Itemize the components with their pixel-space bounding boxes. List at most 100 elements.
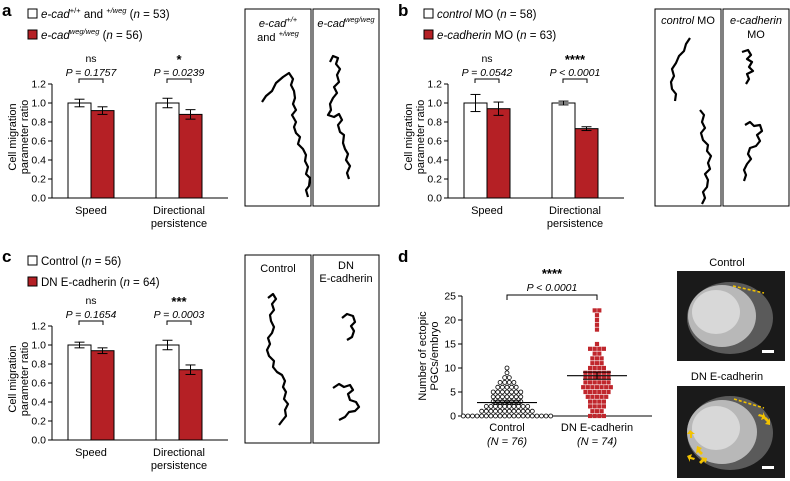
data-point [488,403,494,409]
data-point [601,346,606,351]
data-point [606,370,611,375]
bar-chart-c: 0.0 0.2 0.4 0.6 0.8 1.0 1.2 Cell migration param… [7,294,228,472]
data-point [592,404,597,409]
significance-label: ns [85,295,96,307]
data-point [493,408,498,414]
data-point [597,370,602,375]
panel-label-d: d [398,247,408,266]
data-point [483,408,489,414]
migration-track [669,37,713,205]
legend-entry-b-2: e-cadherin MO (n = 63) [437,30,556,42]
y-tick-label: 15 [444,339,456,351]
data-point [590,409,595,414]
track-title-right-2: MO [747,29,765,41]
data-point [525,403,531,409]
y-tick-label: 10 [444,363,456,375]
data-point [588,365,593,371]
y-axis-label-line1: Number of ectopic [417,311,429,401]
data-point [585,394,590,399]
y-axis-label-line1: Cell migration [7,103,19,170]
data-point [529,408,535,414]
y-tick-label: 0.8 [427,117,442,129]
track-title-left-2: and +/weg [257,29,299,44]
bar [574,128,599,199]
data-point [604,385,609,390]
data-point [608,385,613,390]
data-point [497,413,503,419]
significance-label: *** [171,294,187,309]
data-point [588,370,593,375]
data-point [497,403,503,409]
data-point [597,365,602,371]
data-point [497,408,503,414]
legend-swatch-red [423,29,434,40]
data-point [597,399,602,404]
migration-track [326,54,352,180]
data-point [506,403,512,409]
data-point [504,394,510,400]
legend-swatch-red [27,29,38,40]
y-tick-label: 0.0 [31,193,46,205]
data-point [509,384,515,390]
data-point [502,408,508,414]
data-point [518,394,524,400]
data-point [597,404,602,409]
data-point [518,389,524,395]
x-category-label: Control [489,422,524,434]
significance-bracket [166,320,192,325]
significance-bracket [506,294,598,300]
data-point [495,394,501,400]
significance-bracket [78,320,104,325]
data-point [502,379,508,385]
data-point [592,365,597,371]
data-point [497,379,503,385]
panel-label-c: c [2,247,11,266]
y-tick-label: 1.2 [427,79,442,91]
data-point [588,399,593,404]
significance-bracket [166,78,192,83]
data-point [490,389,496,395]
data-point [597,308,602,313]
migration-track [261,71,312,198]
data-point [520,413,526,419]
data-point [499,394,505,400]
data-point [506,379,512,385]
data-point [534,413,540,419]
data-point [592,389,597,395]
y-tick-label: 0.4 [31,155,46,167]
scale-bar [762,466,774,469]
data-point [594,317,600,323]
y-tick-label: 0.6 [31,136,46,148]
y-tick-label: 0.2 [31,174,46,186]
data-point [601,375,606,380]
data-point [597,375,602,380]
data-point [599,385,604,390]
y-tick-label: 0 [450,411,456,423]
data-point [548,413,554,419]
data-point [599,394,604,399]
data-point [594,385,600,390]
y-axis-label-line1: Cell migration [403,103,415,170]
data-point [483,403,489,409]
x-category-label: persistence [151,460,207,472]
track-box-right [722,8,790,207]
y-tick-label: 0.4 [31,397,46,409]
significance-label: ns [481,53,492,65]
data-point [525,408,531,414]
data-point [606,375,611,380]
track-title-left: Control [260,263,295,275]
data-point [601,365,606,371]
track-title-left: e-cad+/+ [259,15,298,30]
y-axis-label-line2: PGCs/embryo [429,321,441,390]
data-point [594,313,600,318]
legend-entry-a-2: e-cadweg/weg (n = 56) [41,27,143,42]
legend-swatch-white [423,8,434,19]
data-point [520,408,526,414]
data-point [588,346,593,351]
data-point [583,380,588,385]
data-point [601,389,606,395]
data-point [597,389,602,395]
legend-entry-a-1: e-cad+/+ and +/weg (n = 53) [41,6,170,21]
data-point [516,413,521,419]
x-category-label: DN E-cadherin [561,422,633,434]
